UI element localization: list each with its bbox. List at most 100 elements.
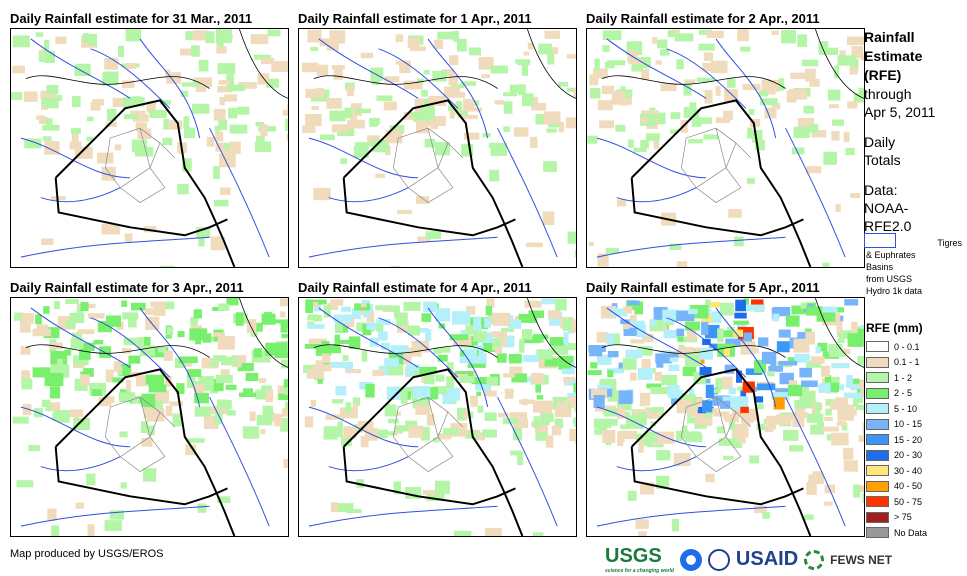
rainfall-cell [825,408,832,416]
rainfall-cell [502,417,519,425]
rainfall-cell [21,378,33,390]
rainfall-cell [565,378,576,386]
rainfall-cell [494,346,503,354]
rainfall-cell [347,119,365,129]
legend-label: 1 - 2 [894,372,913,383]
usgs-logo: USGS science for a changing world [605,545,674,574]
rainfall-cell [344,107,353,119]
rainfall-cell [670,129,679,134]
rainfall-cell [671,518,680,532]
rainfall-cell [274,344,288,350]
rainfall-cell [213,108,226,121]
rainfall-cell [805,331,815,345]
rainfall-cell [853,392,859,406]
rainfall-cell [426,413,435,426]
rainfall-cell [282,408,288,417]
rainfall-cell [113,361,122,372]
rainfall-cell [596,354,612,365]
legend-label: No Data [894,527,928,538]
rainfall-cell [213,332,225,337]
rainfall-cell [656,450,671,461]
rainfall-cell [824,375,832,388]
rainfall-cell [71,131,79,144]
rainfall-cell [785,315,800,327]
rainfall-cell [810,356,825,364]
rainfall-cell [55,36,67,44]
rainfall-cell [437,354,448,362]
rainfall-cell [843,348,851,354]
rainfall-cell [799,390,816,403]
rainfall-cell [227,410,236,416]
rainfall-cell [588,345,606,352]
rainfall-cell [434,39,444,50]
rainfall-cell [650,319,657,327]
rainfall-cell [313,187,331,201]
rainfall-cell [481,74,491,79]
rainfall-cell [447,91,466,98]
rainfall-cell [105,369,114,383]
rainfall-cell [635,519,649,529]
rainfall-cell [345,402,352,414]
rainfall-cell [853,93,864,103]
rainfall-cell [836,421,846,426]
rainfall-cell [639,392,651,406]
rainfall-cell [635,324,646,338]
rainfall-cell [645,411,661,419]
rainfall-cell [80,301,89,311]
rainfall-cell [217,86,233,93]
rainfall-cell [330,502,339,513]
rainfall-cell [772,313,780,322]
rainfall-cell [352,308,361,320]
rainfall-cell [611,98,629,104]
rainfall-cell [344,361,354,370]
rainfall-cell [764,425,774,433]
rainfall-cell [573,383,576,393]
rainfall-cell [325,414,344,420]
rainfall-cell [660,49,670,56]
rainfall-cell [360,436,369,448]
rainfall-cell [448,105,454,112]
rainfall-cell [413,386,431,398]
legend-label: 0 - 0.1 [894,341,920,352]
rainfall-cell [534,421,548,433]
rainfall-cell [249,411,256,422]
rainfall-cell [473,345,484,357]
rainfall-cell [360,52,374,59]
rainfall-cell [187,376,196,388]
rainfall-cell [667,30,677,38]
rainfall-cell [226,74,234,88]
rainfall-cell [484,412,497,421]
rainfall-cell [602,45,610,52]
rainfall-cell [629,372,637,381]
rainfall-cell [339,339,354,345]
rainfall-cell [142,468,157,482]
rainfall-cell [424,373,435,385]
rainfall-cell [696,77,715,82]
rainfall-cell [473,316,482,331]
rainfall-cell [409,46,426,52]
rainfall-cell [627,490,637,501]
legend-item: > 75 [866,510,927,526]
rainfall-cell [597,100,613,111]
rainfall-cell [839,50,846,56]
rainfall-cell [468,47,481,56]
rainfall-cell [104,58,119,70]
rainfall-cell [853,484,861,498]
rainfall-cell [86,473,96,486]
rainfall-cell [394,312,408,320]
rainfall-cell [843,447,854,460]
rainfall-cell [399,63,411,74]
rainfall-cell [305,299,313,314]
rainfall-cell [38,117,49,125]
rainfall-cell [503,101,513,114]
rainfall-cell [669,357,679,362]
rainfall-cell [383,101,397,111]
rainfall-cell [307,368,324,379]
rainfall-cell [816,312,836,322]
rainfall-cell [640,117,648,124]
rainfall-cell [620,424,631,430]
rainfall-cell [283,379,288,390]
legend-label: 30 - 40 [894,465,923,476]
rainfall-cell [463,409,469,419]
rainfall-cell [285,409,288,416]
